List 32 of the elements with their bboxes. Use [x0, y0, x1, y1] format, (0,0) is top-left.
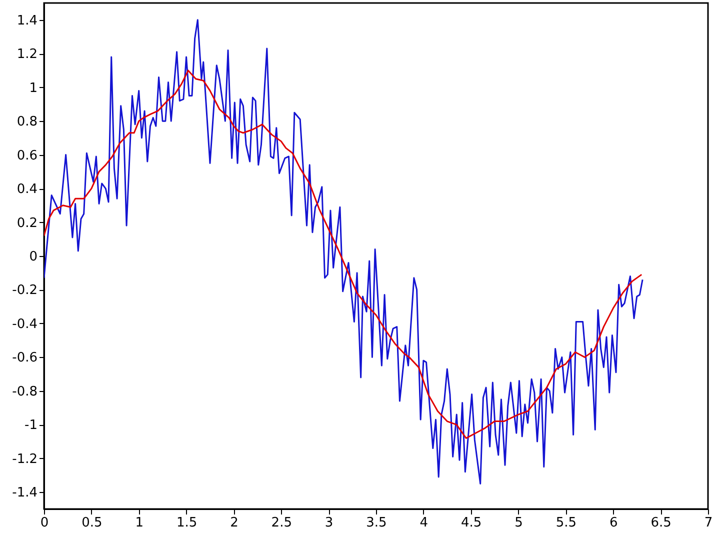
- y-tick-label: -0.6: [12, 350, 38, 366]
- x-tick-label: 5: [514, 516, 523, 530]
- y-tick-label: 1: [29, 80, 38, 96]
- y-tick-label: 0.8: [16, 114, 38, 130]
- y-tick-label: 0.2: [16, 216, 38, 231]
- y-tick-label: -1: [24, 418, 38, 434]
- x-tick-label: 4: [420, 516, 428, 530]
- x-tick-label: 2: [230, 516, 238, 530]
- line-series: [44, 70, 642, 439]
- y-tick-label: 0.4: [16, 182, 38, 198]
- y-tick-label: -0.8: [12, 384, 38, 400]
- x-tick-label: 0: [40, 516, 49, 530]
- x-tick-label: 7: [704, 516, 713, 530]
- y-tick-label: -1.2: [12, 452, 38, 467]
- x-tick-label: 3.5: [366, 516, 387, 530]
- x-tick-label: 2.5: [271, 516, 292, 530]
- x-tick-label: 6.5: [650, 516, 672, 530]
- x-tick-label: 3: [324, 516, 334, 530]
- x-tick-label: 5.5: [556, 516, 577, 530]
- line-series: [44, 19, 644, 484]
- x-tick-label: 1: [135, 516, 144, 530]
- y-tick-label: 1.2: [16, 47, 38, 62]
- y-tick-label: 0: [29, 250, 38, 264]
- x-tick-label: 6: [610, 516, 618, 530]
- x-tick-label: 4.5: [461, 516, 482, 530]
- x-tick-label: 0.5: [82, 516, 102, 530]
- y-tick-label: 0.6: [16, 148, 38, 164]
- x-tick-label: 1.5: [176, 516, 198, 530]
- y-tick-label: -1.4: [12, 486, 38, 501]
- y-tick-label: -0.2: [12, 283, 38, 298]
- y-tick-label: 1.4: [16, 13, 38, 28]
- y-tick-label: -0.4: [12, 316, 38, 332]
